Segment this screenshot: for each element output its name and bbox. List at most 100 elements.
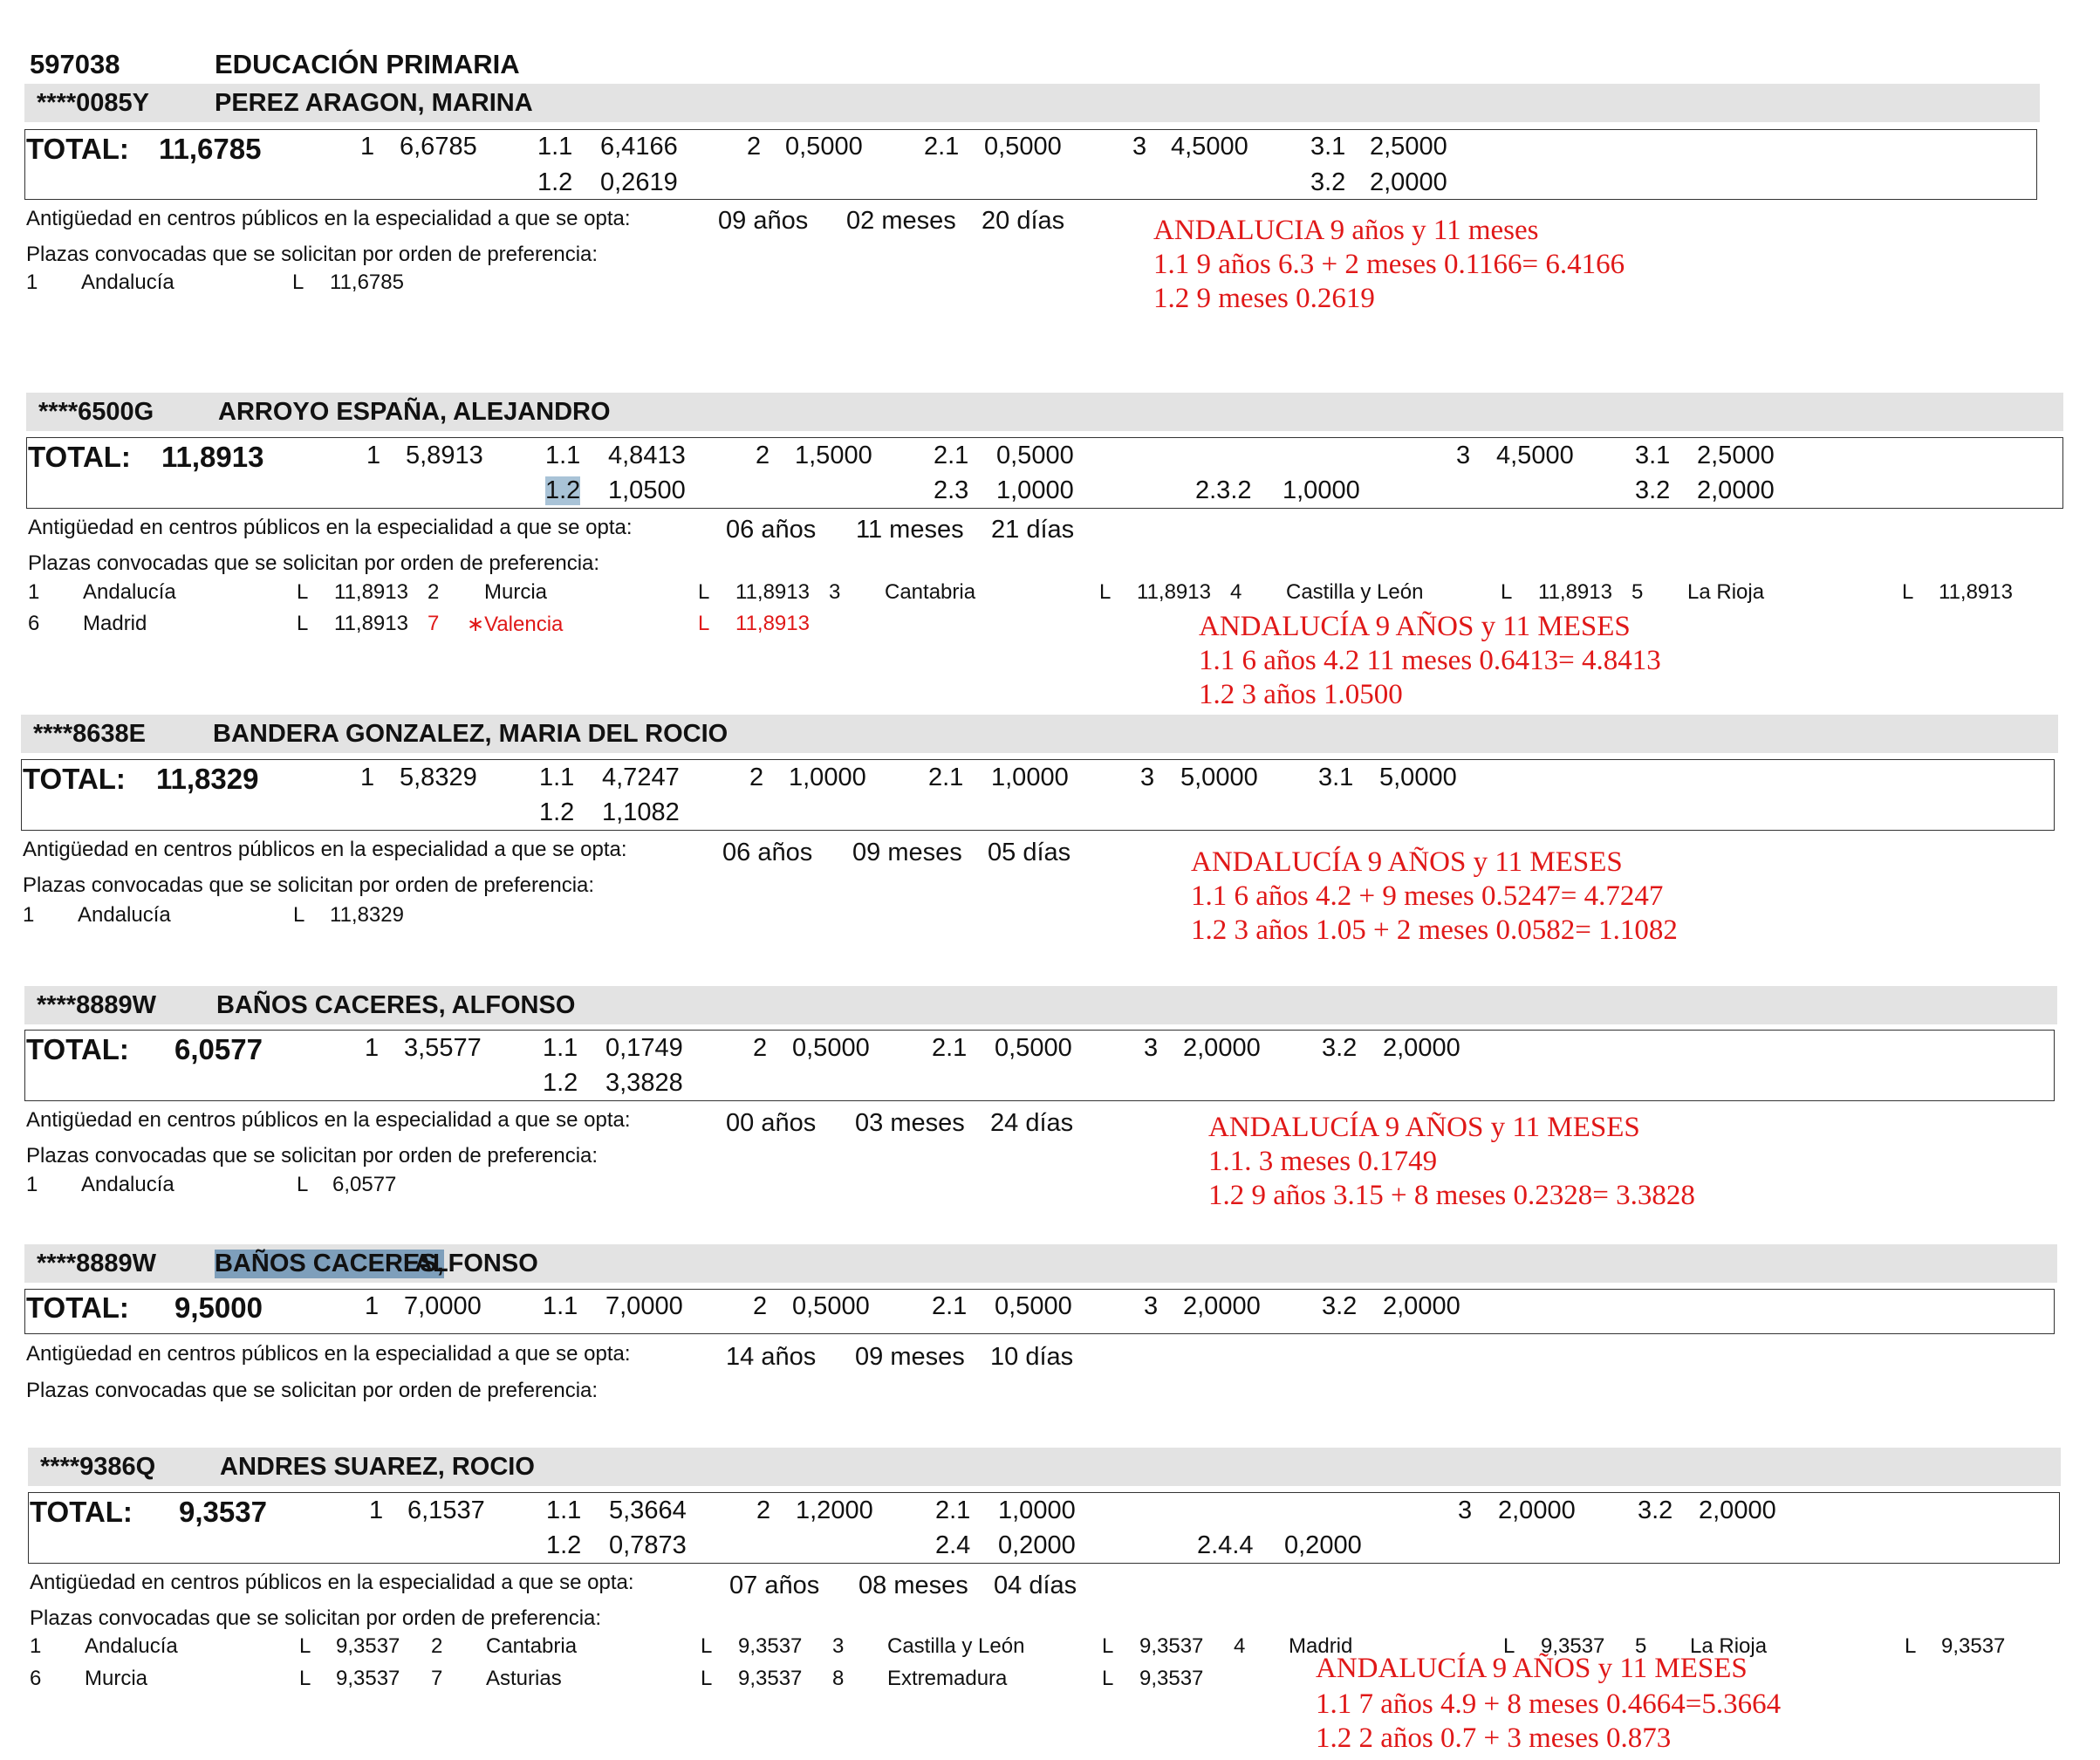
preference-region: Andalucía	[81, 1173, 174, 1196]
preference-type: L	[299, 1667, 311, 1690]
preference-region: ∗Valencia	[467, 613, 564, 636]
preference-score: 6,0577	[332, 1173, 397, 1196]
score-value: 2,0000	[1697, 476, 1775, 504]
seniority-days: 04 días	[994, 1572, 1077, 1599]
candidate-header: ****6500G ARROYO ESPAÑA, ALEJANDRO	[26, 393, 2063, 431]
score-value: 2,0000	[1183, 1292, 1261, 1320]
handwritten-note: 1.1 6 años 4.2 + 9 meses 0.5247= 4.7247	[1191, 880, 1664, 912]
score-code: 1	[365, 1034, 380, 1062]
preference-number: 2	[428, 580, 440, 604]
preference-number: 6	[28, 612, 40, 635]
preference-number: 2	[431, 1634, 443, 1658]
score-box	[24, 1289, 2055, 1334]
preference-score: 9,3537	[1139, 1634, 1204, 1658]
score-code: 3	[1132, 133, 1147, 161]
preference-number: 1	[28, 580, 40, 604]
preferences-label: Plazas convocadas que se solicitan por o…	[23, 873, 595, 897]
preference-number: 8	[832, 1667, 845, 1690]
preference-region: La Rioja	[1687, 580, 1765, 604]
preference-type: L	[1905, 1634, 1917, 1658]
total-value: 9,5000	[174, 1291, 263, 1324]
score-value: 0,2619	[600, 168, 678, 196]
seniority-days: 21 días	[991, 516, 1075, 544]
score-value: 1,2000	[796, 1496, 873, 1524]
handwritten-note: 1.2 9 meses 0.2619	[1153, 283, 1375, 314]
score-code: 3.2	[1310, 168, 1346, 196]
candidate-name: ALFONSO	[414, 1250, 538, 1277]
total-label: TOTAL:	[26, 133, 129, 165]
score-code: 1.1	[537, 133, 573, 161]
score-code: 1.1	[543, 1292, 578, 1320]
score-value: 0,2000	[998, 1531, 1076, 1559]
preference-type: L	[1102, 1667, 1114, 1690]
preference-number: 7	[431, 1667, 443, 1690]
seniority-years: 06 años	[722, 839, 813, 866]
seniority-months: 08 meses	[858, 1572, 968, 1599]
preference-type: L	[299, 1634, 311, 1658]
candidate-name: ARROYO ESPAÑA, ALEJANDRO	[218, 398, 611, 426]
preference-type: L	[297, 612, 309, 635]
handwritten-note: 1.1 6 años 4.2 11 meses 0.6413= 4.8413	[1199, 645, 1661, 676]
preference-number: 1	[23, 903, 35, 927]
score-box	[24, 129, 2037, 200]
score-value: 5,8329	[400, 764, 477, 791]
preference-number: 3	[832, 1634, 845, 1658]
score-value: 0,5000	[984, 133, 1062, 161]
score-value: 2,0000	[1498, 1496, 1576, 1524]
preference-number: 5	[1631, 580, 1644, 604]
preference-type: L	[297, 580, 309, 604]
score-value: 5,0000	[1379, 764, 1457, 791]
preference-type: L	[1902, 580, 1914, 604]
seniority-months: 09 meses	[852, 839, 962, 866]
score-code: 2	[753, 1292, 768, 1320]
score-value: 1,0500	[608, 476, 686, 504]
score-value: 2,0000	[1370, 168, 1447, 196]
score-code: 1	[360, 764, 375, 791]
candidate-id: ****8889W	[37, 1250, 157, 1277]
score-code: 3	[1144, 1034, 1159, 1062]
preference-number: 6	[30, 1667, 42, 1690]
seniority-label: Antigüedad en centros públicos en la esp…	[26, 207, 631, 230]
score-code: 3.1	[1310, 133, 1346, 161]
preference-number: 1	[26, 1173, 38, 1196]
preferences-label: Plazas convocadas que se solicitan por o…	[26, 1144, 599, 1168]
handwritten-note: 1.1 7 años 4.9 + 8 meses 0.4664=5.3664	[1316, 1688, 1782, 1720]
preference-type: L	[701, 1634, 713, 1658]
preference-region: Castilla y León	[1286, 580, 1424, 604]
score-value: 0,1749	[605, 1034, 683, 1062]
preference-type: L	[1501, 580, 1513, 604]
score-code: 2.3.2	[1195, 476, 1252, 504]
handwritten-note: ANDALUCIA 9 años y 11 meses	[1153, 215, 1539, 246]
candidate-header: ****0085Y PEREZ ARAGON, MARINA	[24, 84, 2040, 122]
handwritten-note: 1.2 9 años 3.15 + 8 meses 0.2328= 3.3828	[1208, 1180, 1695, 1211]
score-value: 4,5000	[1496, 442, 1574, 469]
score-code: 3.2	[1635, 476, 1671, 504]
score-code: 1.2	[543, 1069, 578, 1097]
score-box	[28, 1492, 2060, 1564]
seniority-months: 03 meses	[855, 1109, 965, 1137]
score-code: 1	[365, 1292, 380, 1320]
score-code: 1.2	[539, 798, 575, 826]
candidate-name: PEREZ ARAGON, MARINA	[215, 89, 533, 117]
score-code: 2.4	[935, 1531, 971, 1559]
seniority-years: 09 años	[718, 207, 809, 235]
candidate-header: ****9386Q ANDRES SUAREZ, ROCIO	[28, 1448, 2061, 1486]
preference-type: L	[698, 580, 710, 604]
score-code: 2.4.4	[1197, 1531, 1254, 1559]
candidate-name: BAÑOS CACERES, ALFONSO	[216, 991, 576, 1019]
total-label: TOTAL:	[28, 441, 131, 473]
score-code: 2	[753, 1034, 768, 1062]
score-code: 1.2	[546, 1531, 582, 1559]
handwritten-note: 1.2 3 años 1.0500	[1199, 679, 1403, 710]
preference-number: 7	[428, 612, 440, 635]
preferences-label: Plazas convocadas que se solicitan por o…	[30, 1606, 602, 1630]
score-value: 0,5000	[792, 1292, 870, 1320]
score-code: 2.3	[934, 476, 969, 504]
score-code-highlighted: 1.2	[545, 476, 581, 505]
preference-region: Extremadura	[887, 1667, 1008, 1690]
score-code: 3	[1456, 442, 1471, 469]
preference-region: Murcia	[85, 1667, 148, 1690]
preference-type: L	[293, 903, 305, 927]
preference-score: 11,8913	[735, 612, 810, 635]
score-code: 2.1	[928, 764, 964, 791]
